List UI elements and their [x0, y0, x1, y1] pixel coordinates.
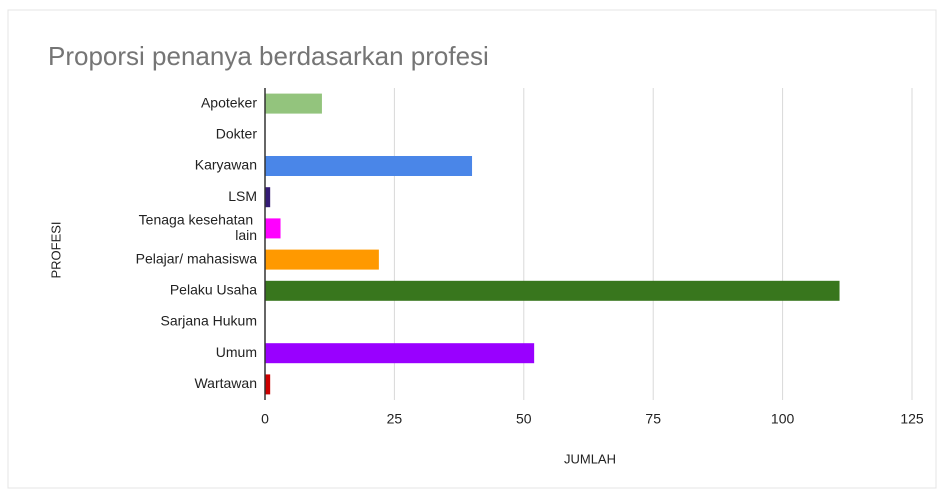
y-tick-label: Apoteker	[201, 94, 257, 110]
bar	[265, 280, 840, 301]
bar	[265, 249, 379, 270]
x-tick-label: 125	[900, 411, 924, 427]
x-axis-label: JUMLAH	[564, 451, 616, 466]
y-tick-label: Pelajar/ mahasiswa	[136, 250, 258, 266]
x-tick-label: 100	[771, 411, 795, 427]
y-tick-label: Umum	[216, 344, 257, 360]
y-tick-label: Sarjana Hukum	[161, 313, 258, 329]
chart-title: Proporsi penanya berdasarkan profesi	[48, 41, 489, 71]
bar	[265, 218, 281, 239]
y-tick-label: Pelaku Usaha	[170, 282, 257, 298]
bar	[265, 374, 271, 395]
x-tick-label: 25	[387, 411, 403, 427]
bar	[265, 343, 535, 364]
y-tick-label: Wartawan	[194, 375, 257, 391]
x-tick-label: 0	[261, 411, 269, 427]
bar	[265, 156, 473, 176]
y-axis-label: PROFESI	[48, 221, 63, 278]
card	[7, 9, 937, 489]
x-tick-label: 50	[516, 411, 532, 427]
bar	[265, 93, 322, 114]
bar	[265, 187, 271, 208]
y-tick-label: Tenaga kesehatan lain	[139, 211, 257, 242]
y-tick-label: LSM	[228, 188, 257, 204]
x-tick-label: 75	[645, 411, 661, 427]
y-tick-label: Karyawan	[195, 157, 257, 173]
y-tick-label: Dokter	[216, 126, 258, 142]
